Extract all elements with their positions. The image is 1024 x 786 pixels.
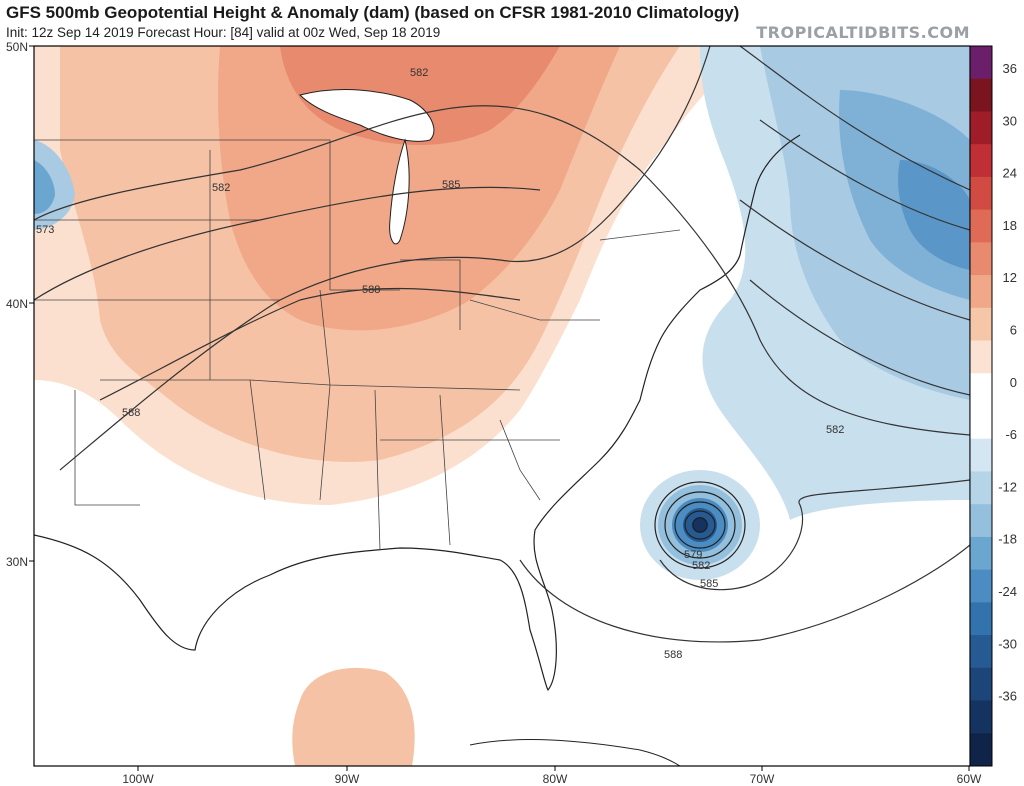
x-tick-label: 70W: [750, 772, 775, 786]
colorbar-swatch: [970, 406, 992, 440]
great-lakes: [299, 89, 435, 142]
x-tick-label: 100W: [122, 772, 154, 786]
colorbar-swatch: [970, 209, 992, 243]
colorbar-swatch: [970, 307, 992, 342]
colorbar-swatch: [970, 471, 992, 505]
colorbar-swatch: [970, 635, 992, 669]
colorbar-label: -6: [1005, 427, 1017, 442]
colorbar-swatch: [970, 504, 992, 538]
contour-label: 585: [700, 578, 718, 590]
colorbar-label: -36: [998, 689, 1017, 704]
height-contours: [34, 46, 970, 643]
x-tick-label: 80W: [543, 772, 568, 786]
contour-label: 573: [36, 224, 54, 236]
chart-title: GFS 500mb Geopotential Height & Anomaly …: [6, 3, 740, 22]
colorbar-label: 6: [1010, 323, 1017, 338]
contour-label: 582: [826, 424, 844, 436]
colorbar-frame: [969, 45, 993, 767]
colorbar-label: 36: [1003, 61, 1017, 76]
brand-watermark: TROPICALTIDBITS.COM: [756, 23, 970, 42]
y-tick-label: 30N: [6, 555, 28, 569]
west-anomaly-blob-inner: [34, 160, 55, 214]
colorbar-label: 12: [1003, 270, 1017, 285]
colorbar-label: 0: [1010, 375, 1017, 390]
colorbar-swatch: [970, 46, 992, 80]
contour-label: 588: [122, 407, 140, 419]
x-tick-label: 60W: [957, 772, 982, 786]
colorbar-swatch: [970, 733, 992, 767]
colorbar-label: 18: [1003, 218, 1017, 233]
colorbar-label: -12: [998, 479, 1017, 494]
colorbar-swatch: [970, 373, 992, 407]
colorbar-swatch: [970, 111, 992, 145]
chart-subtitle: Init: 12z Sep 14 2019 Forecast Hour: [84…: [6, 25, 441, 40]
x-tick-label: 90W: [335, 772, 360, 786]
contour-label: 585: [442, 179, 460, 191]
colorbar-label: 24: [1003, 166, 1017, 181]
colorbar-swatch: [970, 569, 992, 603]
colorbar-swatch: [970, 667, 992, 702]
colorbar-label: 30: [1003, 113, 1017, 128]
state-boundaries: [34, 139, 681, 551]
negative-anomaly-shading-4: [898, 160, 970, 270]
contour-label: 582: [410, 67, 428, 79]
cuba: [469, 739, 681, 766]
gulf-anomaly-blob: [292, 667, 415, 766]
y-tick-label: 50N: [6, 40, 28, 54]
colorbar-swatch: [970, 242, 992, 276]
colorbar: 36 30 24 18 12 6 0 -6 -12 -18 -24 -30 -36: [969, 45, 1017, 767]
colorbar-label: -30: [998, 636, 1017, 651]
colorbar-swatch: [970, 78, 992, 112]
contour-label: 582: [212, 182, 230, 194]
colorbar-swatch: [970, 536, 992, 571]
colorbar-swatch: [970, 144, 992, 178]
x-axis: 100W 90W 80W 70W 60W: [122, 766, 982, 786]
colorbar-swatch: [970, 438, 992, 472]
lake-michigan: [389, 138, 410, 245]
y-axis: 50N 40N 30N: [6, 40, 34, 569]
contour-label: 579: [684, 549, 702, 561]
contour-label: 582: [692, 560, 710, 572]
colorbar-swatch: [970, 602, 992, 636]
colorbar-swatch: [970, 176, 992, 211]
colorbar-label: -18: [998, 532, 1017, 547]
colorbar-swatch: [970, 340, 992, 374]
colorbar-label: -24: [998, 584, 1017, 599]
colorbar-swatch: [970, 275, 992, 309]
colorbar-swatch: [970, 700, 992, 734]
us-coastline: [34, 134, 801, 692]
hurricane-contours: [654, 481, 746, 569]
contour-label: 588: [362, 284, 380, 296]
y-tick-label: 40N: [6, 297, 28, 311]
hurricane-anomaly-ring-5: [692, 517, 708, 533]
contour-label: 588: [664, 649, 682, 661]
